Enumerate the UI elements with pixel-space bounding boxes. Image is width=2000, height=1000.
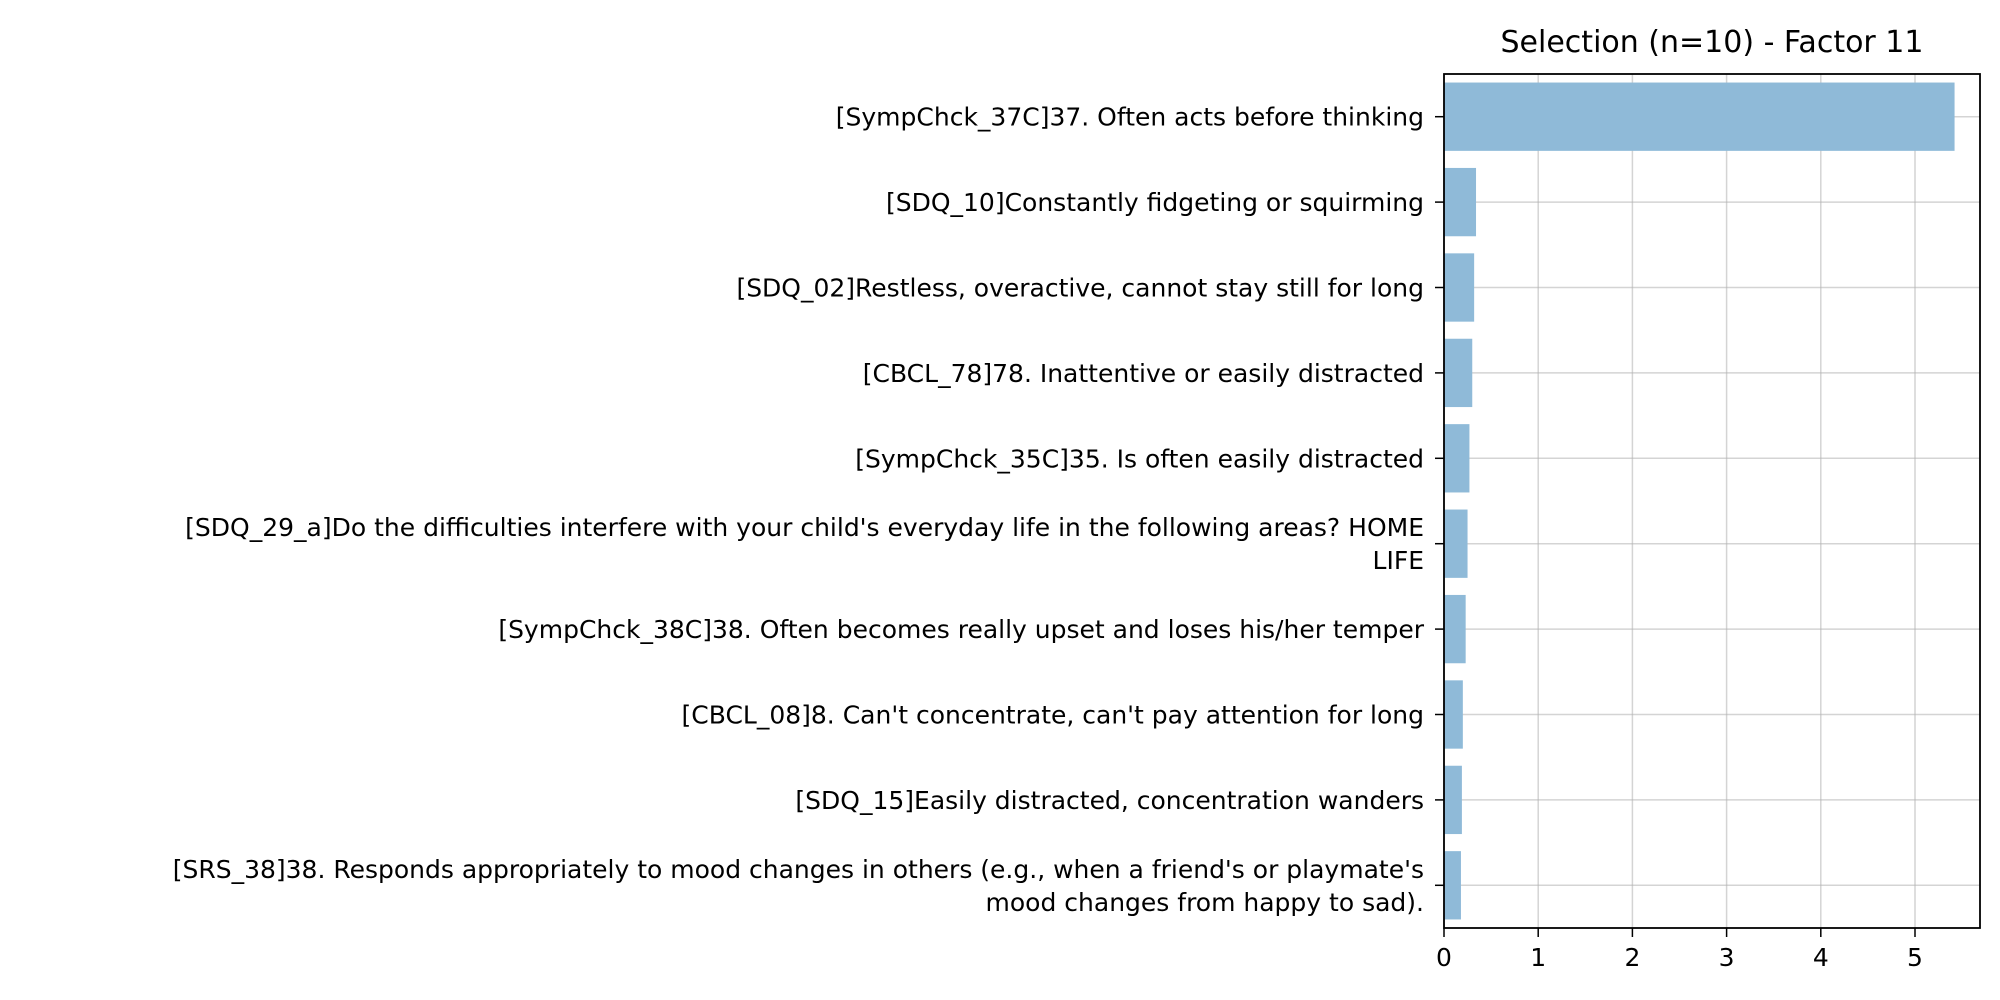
x-tick-label: 0 bbox=[1436, 943, 1452, 972]
x-tick-label: 4 bbox=[1813, 943, 1829, 972]
category-label-line: [SDQ_15]Easily distracted, concentration… bbox=[795, 786, 1424, 815]
category-label-line: [SDQ_02]Restless, overactive, cannot sta… bbox=[736, 274, 1424, 303]
category-label: [SRS_38]38. Responds appropriately to mo… bbox=[173, 855, 1424, 917]
x-tick-label: 2 bbox=[1624, 943, 1640, 972]
axes-frame bbox=[1443, 73, 1981, 929]
bar bbox=[1444, 82, 1955, 151]
category-label-line: [SDQ_29_a]Do the difficulties interfere … bbox=[185, 513, 1424, 542]
x-tick-label: 1 bbox=[1530, 943, 1546, 972]
bar bbox=[1444, 167, 1477, 237]
category-label: [SDQ_02]Restless, overactive, cannot sta… bbox=[736, 274, 1424, 303]
category-label-line: [SRS_38]38. Responds appropriately to mo… bbox=[173, 855, 1424, 884]
bar bbox=[1444, 509, 1468, 578]
category-label-line: [CBCL_08]8. Can't concentrate, can't pay… bbox=[682, 701, 1424, 730]
category-label: [CBCL_08]8. Can't concentrate, can't pay… bbox=[682, 701, 1424, 730]
bar bbox=[1444, 680, 1463, 749]
category-label-line: [SympChck_35C]35. Is often easily distra… bbox=[855, 444, 1424, 473]
x-axis-tick-labels: 0 1 2 3 4 5 bbox=[1436, 943, 1923, 972]
chart-title: Selection (n=10) - Factor 11 bbox=[1501, 25, 1924, 60]
category-label-line: [SDQ_10]Constantly fidgeting or squirmin… bbox=[886, 188, 1424, 217]
y-axis-ticks bbox=[1435, 115, 1444, 887]
category-label: [SympChck_35C]35. Is often easily distra… bbox=[855, 444, 1424, 473]
category-label: [SDQ_29_a]Do the difficulties interfere … bbox=[185, 513, 1424, 575]
category-label-line: [SympChck_38C]38. Often becomes really u… bbox=[498, 615, 1424, 644]
category-label-line: [SympChck_37C]37. Often acts before thin… bbox=[836, 103, 1424, 132]
x-tick-label: 3 bbox=[1719, 943, 1735, 972]
bar bbox=[1444, 851, 1461, 920]
category-label-line: [CBCL_78]78. Inattentive or easily distr… bbox=[863, 359, 1424, 388]
y-axis-tick-labels: [SympChck_37C]37. Often acts before thin… bbox=[173, 103, 1425, 917]
category-label-line: mood changes from happy to sad). bbox=[986, 888, 1424, 917]
bar bbox=[1444, 338, 1473, 408]
bar bbox=[1444, 765, 1462, 835]
category-label: [SympChck_37C]37. Often acts before thin… bbox=[836, 103, 1424, 132]
category-label: [SDQ_10]Constantly fidgeting or squirmin… bbox=[886, 188, 1424, 217]
category-label: [SympChck_38C]38. Often becomes really u… bbox=[498, 615, 1424, 644]
category-label: [CBCL_78]78. Inattentive or easily distr… bbox=[863, 359, 1424, 388]
bar bbox=[1444, 424, 1470, 493]
x-tick-label: 5 bbox=[1907, 943, 1923, 972]
category-label: [SDQ_15]Easily distracted, concentration… bbox=[795, 786, 1424, 815]
bar bbox=[1444, 253, 1475, 322]
category-label-line: LIFE bbox=[1373, 546, 1424, 575]
grid-lines bbox=[1443, 74, 1980, 928]
x-axis-ticks bbox=[1443, 928, 1916, 937]
bar bbox=[1444, 594, 1466, 664]
bars bbox=[1444, 82, 1955, 920]
